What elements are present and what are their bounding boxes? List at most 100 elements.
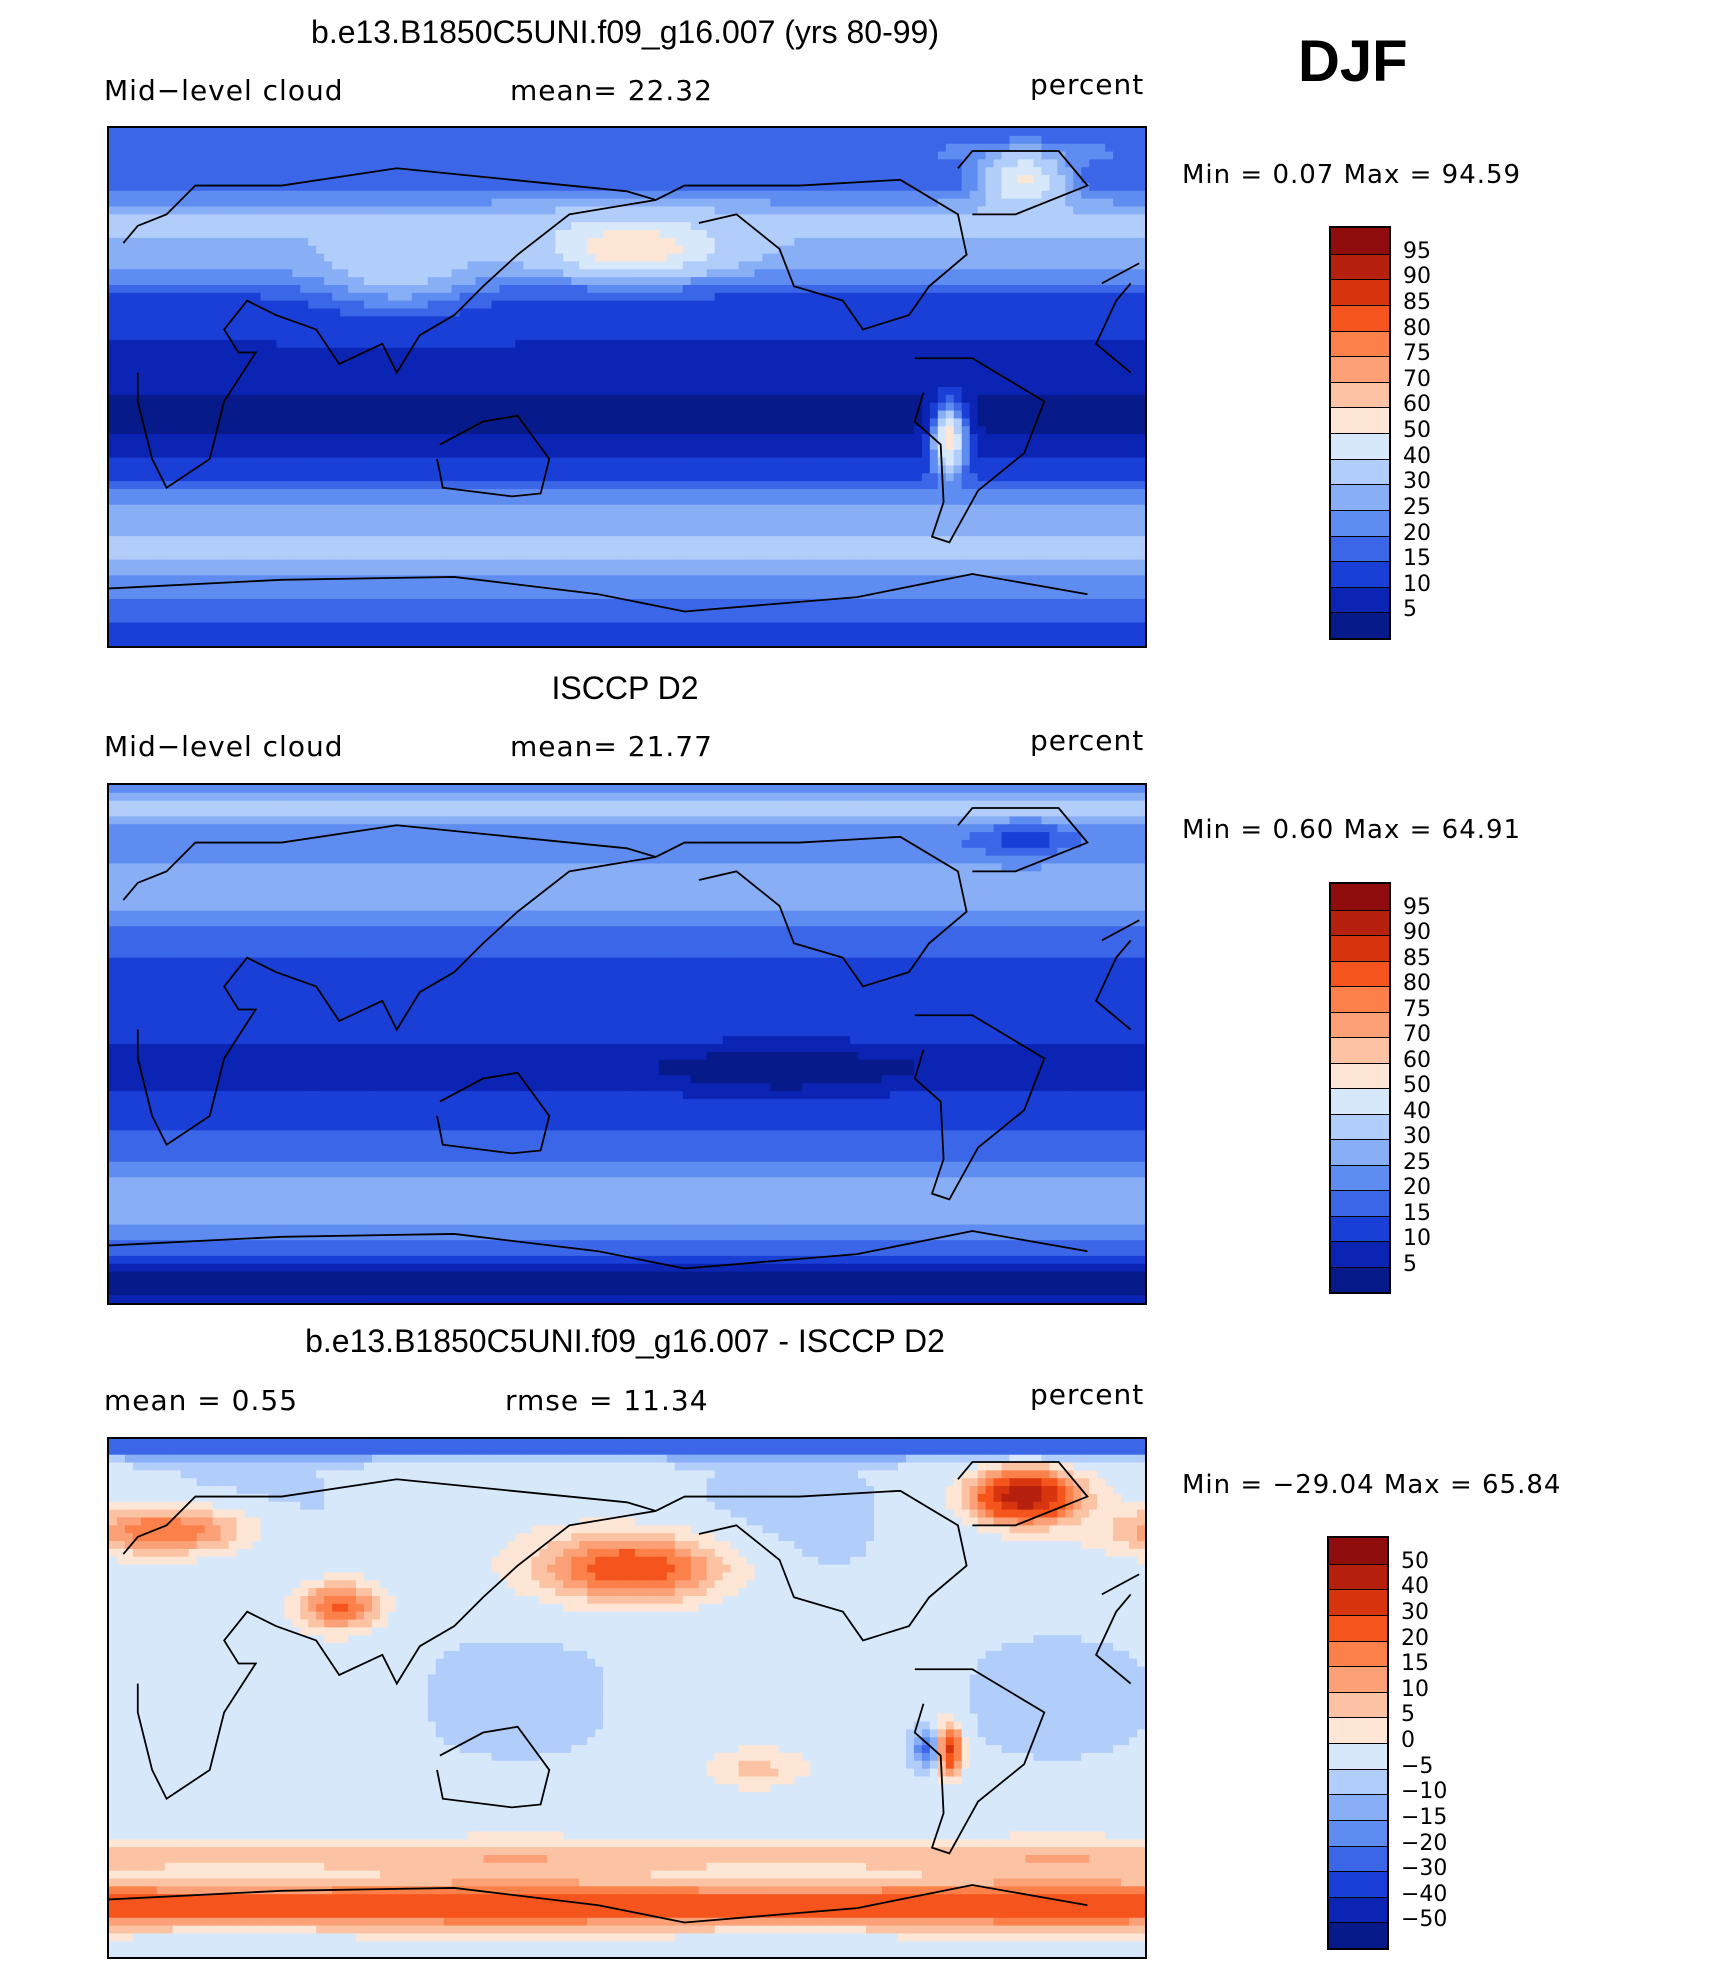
map-cell — [507, 284, 517, 294]
map-cell — [730, 151, 740, 160]
map-cell — [300, 387, 309, 396]
map-cell — [762, 347, 772, 357]
map-cell — [467, 198, 477, 208]
map-cell — [706, 394, 716, 404]
map-cell — [188, 143, 198, 153]
map-cell — [658, 182, 668, 192]
map-cell — [140, 339, 150, 349]
map-cell — [547, 316, 556, 325]
map-cell — [929, 355, 939, 365]
map-cell — [874, 159, 883, 168]
map-cell — [977, 363, 987, 372]
map-cell — [905, 363, 915, 372]
map-cell — [874, 198, 883, 208]
map-cell — [1089, 237, 1098, 247]
map-cell — [523, 324, 532, 333]
map-cell — [611, 269, 620, 278]
map-cell — [324, 402, 333, 412]
map-cell — [475, 143, 485, 153]
map-cell — [905, 206, 915, 215]
map-cell — [595, 245, 604, 255]
map-cell — [858, 159, 867, 168]
map-cell — [818, 269, 827, 278]
map-cell — [1097, 190, 1106, 200]
map-cell — [666, 402, 676, 412]
map-cell — [762, 394, 772, 404]
map-cell — [810, 355, 819, 365]
map-cell — [874, 253, 883, 263]
map-cell — [124, 394, 134, 404]
map-cell — [563, 190, 572, 200]
map-cell — [284, 387, 293, 396]
map-cell — [642, 418, 652, 427]
map-cell — [1001, 418, 1011, 427]
map-cell — [124, 379, 134, 388]
map-cell — [300, 261, 309, 270]
map-cell — [993, 206, 1003, 215]
map-cell — [826, 394, 835, 404]
map-cell — [762, 277, 772, 286]
map-cell — [913, 339, 923, 349]
map-cell — [674, 284, 684, 294]
map-cell — [746, 167, 756, 176]
map-cell — [403, 324, 413, 333]
map-cell — [690, 182, 700, 192]
map-cell — [292, 371, 301, 380]
map-cell — [794, 230, 803, 239]
map-cell — [507, 394, 517, 404]
map-cell — [579, 269, 588, 278]
map-cell — [459, 292, 469, 302]
map-cell — [889, 159, 899, 168]
map-cell — [913, 277, 923, 286]
map-cell — [882, 355, 891, 365]
map-cell — [499, 332, 509, 341]
map-cell — [132, 237, 142, 247]
map-cell — [1009, 410, 1019, 419]
map-cell — [340, 371, 349, 380]
map-cell — [889, 355, 899, 365]
map-cell — [794, 418, 803, 427]
map-cell — [953, 300, 963, 310]
map-cell — [770, 269, 780, 278]
map-cell — [993, 316, 1003, 325]
map-cell — [706, 355, 716, 365]
map-cell — [682, 182, 692, 192]
map-cell — [563, 308, 572, 317]
map-cell — [332, 269, 341, 278]
map-cell — [172, 418, 182, 427]
map-cell — [1089, 316, 1098, 325]
map-cell — [1049, 332, 1058, 341]
map-cell — [730, 128, 740, 137]
map-cell — [403, 230, 413, 239]
map-cell — [842, 206, 851, 215]
map-cell — [666, 237, 676, 247]
map-cell — [308, 339, 317, 349]
map-cell — [427, 277, 437, 286]
map-cell — [1033, 253, 1042, 263]
map-cell — [802, 418, 811, 427]
map-cell — [132, 418, 142, 427]
map-cell — [220, 426, 230, 435]
map-cell — [379, 316, 389, 325]
map-cell — [698, 135, 708, 145]
map-cell — [698, 371, 708, 380]
map-cell — [969, 135, 979, 145]
map-cell — [555, 284, 564, 294]
map-cell — [204, 253, 214, 263]
map-cell — [443, 308, 453, 317]
map-cell — [244, 277, 254, 286]
map-cell — [1065, 237, 1074, 247]
map-cell — [579, 261, 588, 270]
map-cell — [770, 253, 780, 263]
map-cell — [993, 128, 1003, 137]
map-cell — [619, 300, 628, 310]
map-cell — [403, 135, 413, 145]
map-cell — [371, 347, 381, 357]
map-cell — [818, 151, 827, 160]
map-cell — [642, 253, 652, 263]
map-cell — [993, 292, 1003, 302]
map-cell — [356, 269, 365, 278]
map-cell — [866, 167, 875, 176]
map-cell — [459, 167, 469, 176]
map-cell — [786, 379, 795, 388]
